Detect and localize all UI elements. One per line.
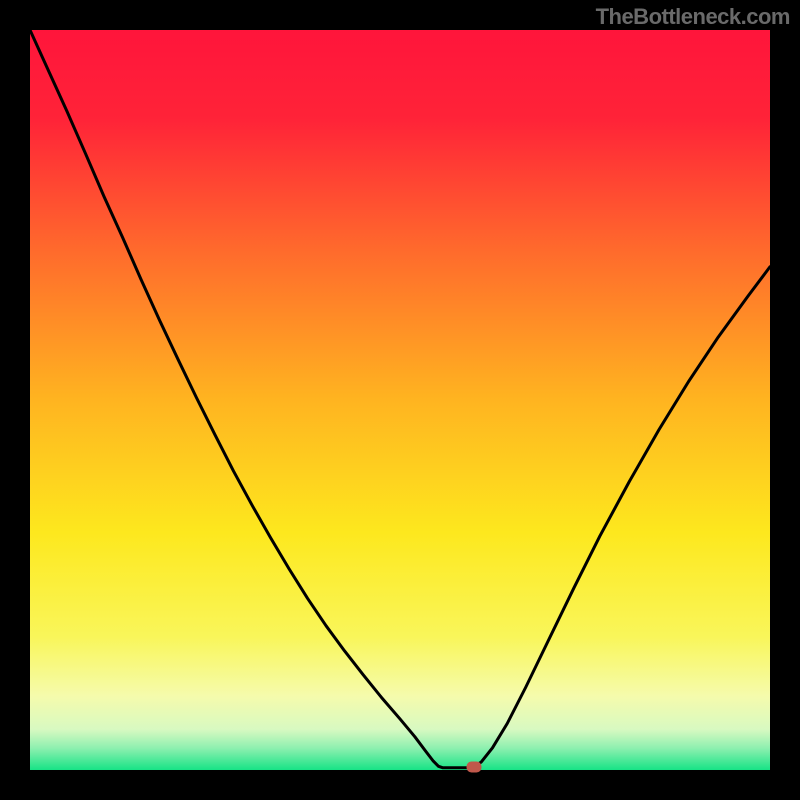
optimum-marker	[467, 762, 482, 773]
watermark-text: TheBottleneck.com	[596, 4, 790, 30]
bottleneck-curve	[30, 30, 770, 770]
plot-area	[30, 30, 770, 770]
